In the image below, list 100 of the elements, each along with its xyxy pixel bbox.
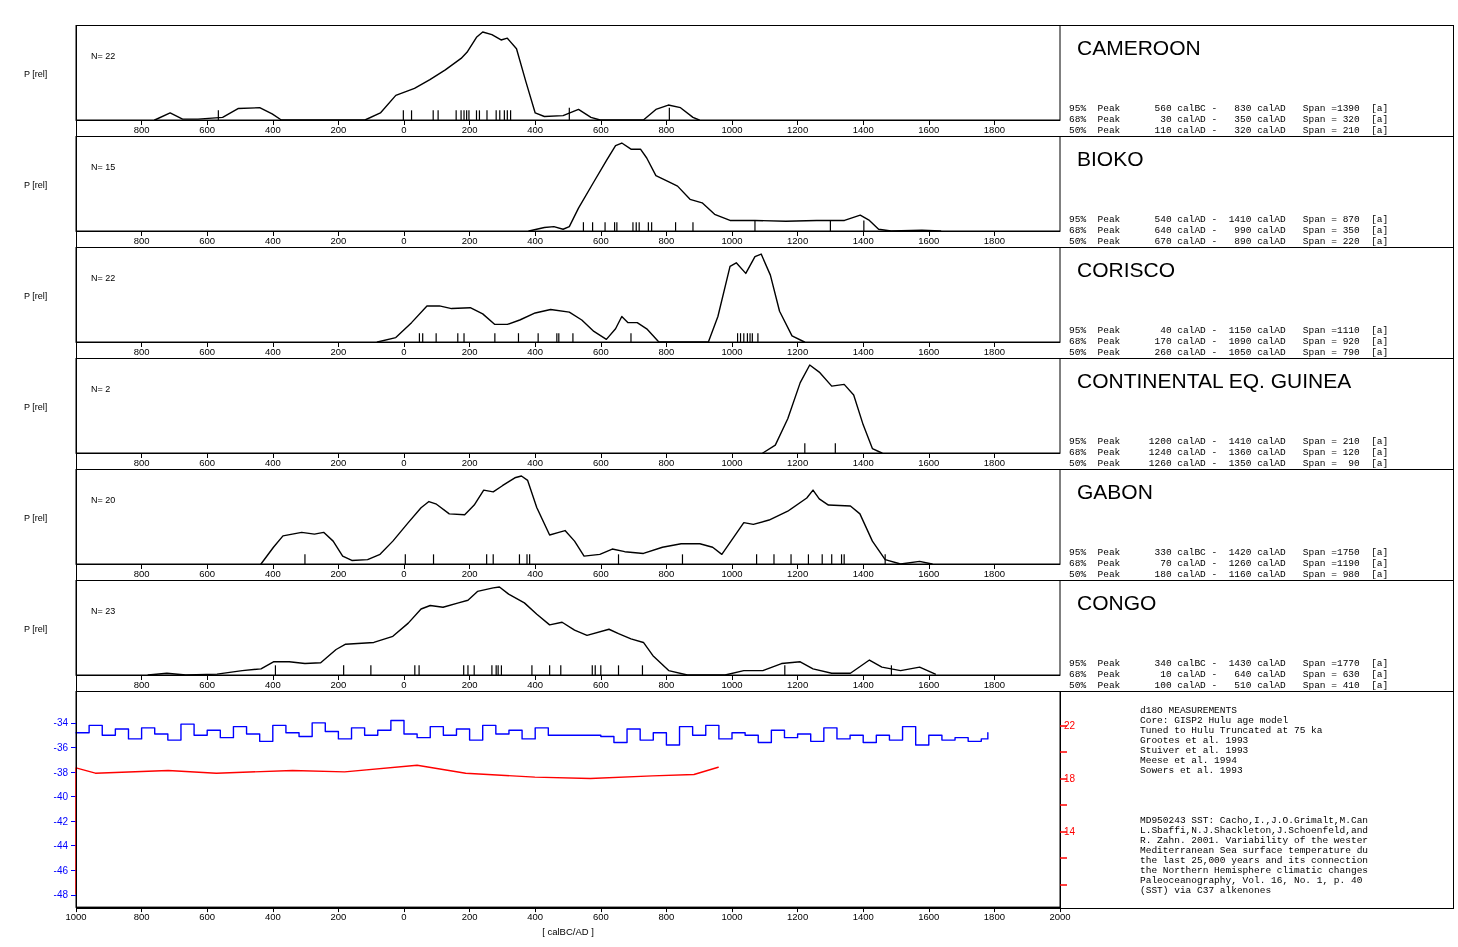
x-tick-label: 1400 — [852, 678, 874, 690]
x-tick-label: 400 — [264, 234, 281, 246]
x-tick-label: 200 — [330, 567, 347, 579]
text: MD950243 SST: Cacho,I.,J.O.Grimalt,M.Can L.Sbaffi,N.J.Shackleton,J.Schoenfeld,and R. Zahn. 2001. Variability of the wester Mediterranean Sea surface temperature du the last 25,000 years and its connection the Northern Hemisphere climatic changes Paleoceanography, Vol. 16, No. 1, p. 40 (SST) via C37 alkenones — [1140, 814, 1369, 896]
x-tick-label: 400 — [527, 678, 544, 690]
y-tick-label: -36 — [53, 741, 69, 753]
x-tick-label: 800 — [658, 678, 675, 690]
x-tick-label: 800 — [658, 234, 675, 246]
y-axis-title: P [rel] — [24, 623, 48, 634]
y-axis-title: P [rel] — [24, 512, 48, 523]
x-tick-label: 600 — [199, 678, 216, 690]
x-tick-label: 400 — [264, 456, 281, 468]
x-tick-label: 0 — [401, 567, 407, 579]
x-tick-label: 0 — [401, 910, 407, 922]
x-tick-label: 1000 — [721, 123, 743, 135]
x-tick-label: 1000 — [721, 678, 743, 690]
x-tick-label: 1600 — [918, 123, 940, 135]
x-tick-label: 200 — [461, 345, 478, 357]
x-tick-label: 200 — [330, 456, 347, 468]
x-tick-label: 400 — [527, 234, 544, 246]
x-tick-label: 600 — [199, 345, 216, 357]
annotation: N= 2 — [91, 383, 111, 394]
x-axis-title: [ calBC/AD ] — [542, 925, 594, 937]
x-tick-label: 400 — [264, 123, 281, 135]
x-tick-label: 600 — [199, 456, 216, 468]
x-tick-label: 1200 — [787, 567, 809, 579]
x-tick-label: 1800 — [983, 345, 1005, 357]
x-tick-label: 1400 — [852, 234, 874, 246]
x-tick-label: 400 — [527, 910, 544, 922]
text: 95% Peak 560 calBC - 830 calAD Span =1390 [a] 68% Peak 30 calAD - 350 calAD Span = 320 [a] 50% Peak 110 calAD - 320 calAD Span = 210 [a] — [1069, 102, 1389, 136]
text: CONTINENTAL EQ. GUINEA — [1077, 369, 1352, 392]
y-axis-title: P [rel] — [24, 68, 48, 79]
x-tick-label: 0 — [401, 123, 407, 135]
y2-tick-label: 18 — [1064, 773, 1076, 784]
x-tick-label: 1200 — [787, 123, 809, 135]
x-tick-label: 600 — [592, 345, 609, 357]
x-tick-label: 800 — [133, 910, 150, 922]
x-tick-label: 600 — [592, 456, 609, 468]
x-tick-label: 1800 — [983, 234, 1005, 246]
text: 95% Peak 540 calAD - 1410 calAD Span = 870 [a] 68% Peak 640 calAD - 990 calAD Span = 350 [a] 50% Peak 670 calAD - 890 calAD Span = 220 [a] — [1069, 213, 1389, 247]
x-tick-label: 400 — [527, 456, 544, 468]
x-tick-label: 200 — [461, 456, 478, 468]
x-tick-label: 600 — [592, 567, 609, 579]
x-tick-label: 1600 — [918, 234, 940, 246]
text: 95% Peak 1200 calAD - 1410 calAD Span = 210 [a] 68% Peak 1240 calAD - 1360 calAD Span = 120 [a] 50% Peak 1260 calAD - 1350 calAD Span = 90 [a] — [1069, 435, 1389, 469]
x-tick-label: 600 — [592, 234, 609, 246]
x-tick-label: 1200 — [787, 910, 809, 922]
x-tick-label: 1400 — [852, 345, 874, 357]
x-tick-label: 200 — [461, 123, 478, 135]
y-tick-label: -42 — [53, 815, 69, 827]
x-tick-label: 1200 — [787, 234, 809, 246]
x-tick-label: 1800 — [983, 678, 1005, 690]
annotation: N= 22 — [91, 50, 116, 61]
x-tick-label: 400 — [264, 345, 281, 357]
x-tick-label: 1200 — [787, 456, 809, 468]
x-tick-label: 0 — [401, 234, 407, 246]
annotation: N= 22 — [91, 272, 116, 283]
x-tick-label: 0 — [401, 345, 407, 357]
x-tick-label: 200 — [330, 123, 347, 135]
x-tick-label: 200 — [330, 910, 347, 922]
x-tick-label: 1000 — [721, 910, 743, 922]
x-tick-label: 1000 — [721, 567, 743, 579]
y-axis-title: P [rel] — [24, 401, 48, 412]
x-tick-label: 600 — [592, 678, 609, 690]
x-tick-label: 1600 — [918, 910, 940, 922]
x-tick-label: 1400 — [852, 567, 874, 579]
x-tick-label: 400 — [527, 123, 544, 135]
x-tick-label: 600 — [199, 910, 216, 922]
x-tick-label: 1600 — [918, 345, 940, 357]
y-axis-title: P [rel] — [24, 179, 48, 190]
text: d18O MEASUREMENTS Core: GISP2 Hulu age model Tuned to Hulu Truncated at 75 ka Grootes et al. 1993 Stuiver et al. 1993 Meese et al. 1994 Sowers et al. 1993 — [1140, 704, 1323, 776]
x-tick-label: 200 — [461, 567, 478, 579]
text: CORISCO — [1077, 258, 1176, 281]
x-tick-label: 2000 — [1049, 910, 1071, 922]
y-tick-label: -40 — [53, 791, 69, 803]
text: CONGO — [1077, 591, 1157, 614]
x-tick-label: 400 — [264, 910, 281, 922]
x-tick-label: 600 — [199, 234, 216, 246]
y2-tick-label: 14 — [1064, 826, 1076, 838]
x-tick-label: 800 — [658, 567, 675, 579]
x-tick-label: 1000 — [65, 910, 87, 922]
x-tick-label: 1000 — [721, 234, 743, 246]
text: BIOKO — [1077, 147, 1144, 170]
y-tick-label: -38 — [53, 766, 69, 778]
annotation: N= 23 — [91, 605, 116, 616]
y2-tick-label: 22 — [1064, 719, 1076, 731]
x-tick-label: 1800 — [983, 456, 1005, 468]
text: 95% Peak 40 calAD - 1150 calAD Span =1110 [a] 68% Peak 170 calAD - 1090 calAD Span = 920 [a] 50% Peak 260 calAD - 1050 calAD Span = 790 [a] — [1069, 324, 1389, 358]
x-tick-label: 800 — [133, 678, 150, 690]
x-tick-label: 800 — [133, 123, 150, 135]
annotation: N= 20 — [91, 494, 116, 505]
x-tick-label: 400 — [264, 678, 281, 690]
annotation: N= 15 — [91, 161, 116, 172]
x-tick-label: 1400 — [852, 456, 874, 468]
x-tick-label: 200 — [330, 678, 347, 690]
x-tick-label: 800 — [133, 567, 150, 579]
x-tick-label: 0 — [401, 678, 407, 690]
x-tick-label: 800 — [133, 456, 150, 468]
x-tick-label: 0 — [401, 456, 407, 468]
x-tick-label: 1800 — [983, 123, 1005, 135]
